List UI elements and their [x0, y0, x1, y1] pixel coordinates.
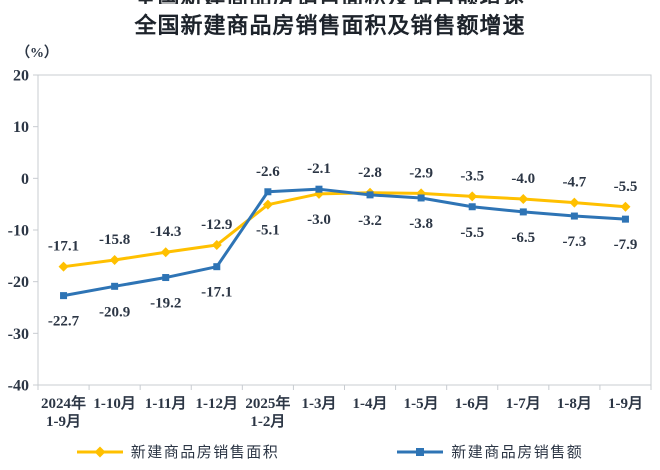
x-axis-label: 1-11月 [145, 395, 187, 412]
data-point-marker [366, 191, 374, 199]
series-line-1 [63, 187, 626, 298]
sales-amount-legend-marker-icon [397, 447, 444, 456]
data-label: -2.9 [409, 165, 433, 181]
data-point-marker [211, 239, 222, 250]
y-axis-label: 10 [13, 119, 29, 136]
data-point-marker [109, 254, 120, 265]
data-label: -19.2 [150, 296, 181, 312]
y-axis-label: -20 [8, 274, 29, 291]
data-point-marker [264, 188, 272, 196]
data-point-marker [518, 194, 529, 204]
data-label: -17.1 [201, 285, 232, 301]
data-label: -7.9 [614, 237, 638, 253]
legend-label-sales-area: 新建商品房销售面积 [130, 445, 280, 461]
data-label: -5.5 [614, 179, 638, 195]
data-point-marker [620, 201, 631, 212]
data-label: -6.5 [511, 230, 535, 246]
data-point-marker [162, 274, 170, 282]
data-label: -2.8 [358, 165, 382, 181]
data-point-marker [519, 208, 527, 216]
x-axis-label: 1-3月 [301, 395, 336, 412]
y-axis-label: -10 [8, 223, 29, 240]
data-point-marker [213, 263, 221, 271]
plot-border [37, 74, 652, 386]
x-axis-label: 1-4月 [353, 395, 388, 412]
y-axis-label: 0 [21, 171, 29, 188]
data-label: -2.6 [256, 164, 280, 180]
data-point-marker [60, 292, 68, 300]
line-chart-svg: 20 10 0 -10 -20 -30 -40 2024年 1-9月 1-10月 1-11月 1-12… [8, 68, 652, 430]
data-label: -3.5 [460, 168, 484, 184]
data-point-marker [160, 247, 171, 258]
data-point-marker [262, 199, 273, 210]
data-label: -5.1 [256, 223, 280, 239]
legend: 新建商品房销售面积 新建商品房销售额 [0, 441, 660, 462]
x-axis-label: 2024年 1-9月 [41, 394, 86, 430]
legend-item-sales-amount: 新建商品房销售额 [397, 441, 583, 462]
x-axis-label: 1-7月 [506, 395, 541, 412]
data-label: -20.9 [99, 304, 130, 320]
data-point-marker [569, 197, 580, 208]
y-axis-label: 20 [13, 68, 29, 85]
data-label: -15.8 [99, 232, 130, 248]
legend-label-sales-amount: 新建商品房销售额 [451, 445, 584, 461]
data-label: -3.0 [307, 212, 331, 228]
data-label: -5.5 [460, 225, 484, 241]
series-line-0 [63, 191, 626, 269]
data-label: -17.1 [48, 239, 79, 255]
data-point-marker [58, 261, 69, 272]
data-label: -14.3 [150, 224, 181, 240]
data-label: -22.7 [48, 314, 80, 330]
data-label: -2.1 [307, 161, 331, 177]
data-label: -3.2 [358, 213, 382, 229]
x-axis-label: 1-5月 [404, 395, 439, 412]
x-axis-label: 1-10月 [93, 395, 136, 412]
sales-area-legend-marker-icon [76, 446, 123, 457]
clipped-heading-text: 全国新建商品房销售面积及销售额增速 [0, 0, 660, 4]
data-point-marker [468, 203, 476, 211]
y-axis-label: -40 [8, 378, 29, 395]
data-label: -7.3 [563, 234, 587, 250]
data-point-marker [111, 282, 119, 290]
data-point-marker [570, 212, 578, 220]
chart-title: 全国新建商品房销售面积及销售额增速 [134, 13, 526, 38]
y-axis-label: -30 [8, 326, 29, 343]
data-point-marker [467, 191, 478, 202]
x-axis-label: 1-9月 [608, 395, 643, 412]
legend-item-sales-area: 新建商品房销售面积 [76, 441, 280, 462]
data-label: -4.0 [511, 171, 535, 187]
data-label: -3.8 [409, 216, 433, 232]
y-axis-unit-label: （%） [16, 46, 58, 61]
data-point-marker [621, 215, 629, 223]
data-point-marker [417, 194, 425, 202]
data-label: -12.9 [201, 217, 232, 233]
x-axis-label: 2025年 1-2月 [245, 394, 290, 430]
data-point-marker [315, 185, 323, 193]
x-axis-label: 1-12月 [196, 395, 239, 412]
x-axis-label: 1-8月 [557, 395, 592, 412]
clipped-heading-top: 全国新建商品房销售面积及销售额增速 [0, 0, 660, 4]
data-label: -4.7 [563, 175, 587, 191]
x-axis-label: 1-6月 [455, 395, 490, 412]
